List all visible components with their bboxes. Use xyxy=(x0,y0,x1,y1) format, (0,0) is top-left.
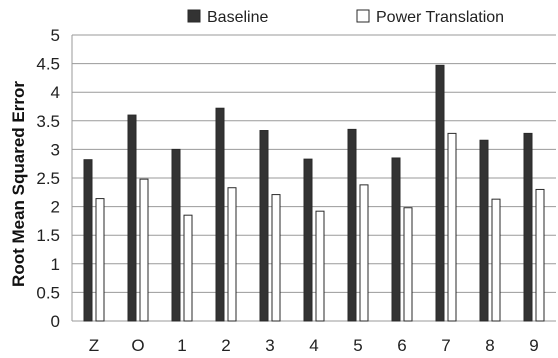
gridlines xyxy=(71,34,556,322)
bar-power-translation xyxy=(403,207,413,322)
bar-power-translation xyxy=(491,198,501,322)
y-tick-label: 3.5 xyxy=(36,112,60,131)
x-category-labels: Z O 1 2 3 4 5 6 7 8 9 xyxy=(89,336,539,355)
bar-power-translation xyxy=(271,194,281,322)
x-category-label: 3 xyxy=(265,336,274,355)
bar-baseline xyxy=(479,139,489,322)
x-category-label: 1 xyxy=(177,336,186,355)
x-category-label: 9 xyxy=(529,336,538,355)
y-tick-label: 4 xyxy=(51,83,60,102)
bar-baseline xyxy=(523,132,533,322)
y-tick-label: 0.5 xyxy=(36,283,60,302)
legend: Baseline Power Translation xyxy=(187,9,504,26)
y-tick-label: 1.5 xyxy=(36,226,60,245)
bar-baseline xyxy=(171,148,181,322)
bar-baseline xyxy=(347,128,357,322)
bar-power-translation xyxy=(535,188,545,322)
x-category-label: Z xyxy=(89,336,99,355)
y-tick-label: 5 xyxy=(51,26,60,45)
bar-power-translation xyxy=(227,187,237,322)
bar-baseline xyxy=(83,159,93,322)
bar-power-translation xyxy=(95,198,105,322)
bar-baseline xyxy=(303,158,313,322)
bar-baseline xyxy=(259,130,269,322)
legend-swatch-power-translation xyxy=(356,9,370,23)
y-tick-label: 0 xyxy=(51,312,60,331)
legend-label-baseline: Baseline xyxy=(207,9,268,26)
bar-baseline xyxy=(391,157,401,322)
y-tick-label: 1 xyxy=(51,255,60,274)
bar-power-translation xyxy=(359,184,369,322)
bar-baseline xyxy=(435,64,445,322)
bar-power-translation xyxy=(447,132,457,322)
bar-power-translation xyxy=(139,178,149,322)
bar-baseline xyxy=(215,107,225,322)
y-tick-labels: 0 0.5 1 1.5 2 2.5 3 3.5 4 4.5 5 xyxy=(36,26,60,331)
y-axis-title: Root Mean Squared Error xyxy=(9,81,28,287)
y-tick-label: 2 xyxy=(51,198,60,217)
legend-label-power-translation: Power Translation xyxy=(376,9,504,26)
y-tick-label: 3 xyxy=(51,140,60,159)
x-category-label: 4 xyxy=(309,336,318,355)
x-category-label: O xyxy=(131,336,144,355)
x-category-label: 8 xyxy=(485,336,494,355)
bar-power-translation xyxy=(183,214,193,322)
x-category-label: 2 xyxy=(221,336,230,355)
y-tick-label: 4.5 xyxy=(36,55,60,74)
x-category-label: 6 xyxy=(397,336,406,355)
x-category-label: 5 xyxy=(353,336,362,355)
bar-baseline xyxy=(127,114,137,322)
legend-swatch-baseline xyxy=(187,9,201,23)
bar-power-translation xyxy=(315,210,325,322)
x-category-label: 7 xyxy=(441,336,450,355)
bars xyxy=(83,64,545,322)
y-tick-label: 2.5 xyxy=(36,169,60,188)
